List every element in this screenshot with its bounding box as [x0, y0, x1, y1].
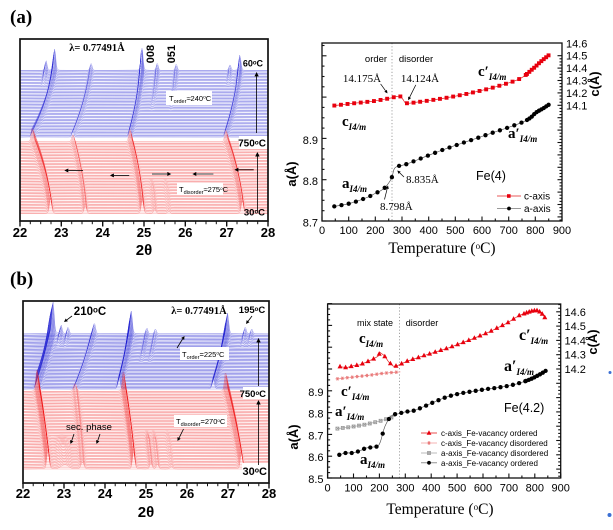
svg-text:30oC: 30oC [243, 466, 268, 478]
svg-text:200: 200 [370, 483, 388, 495]
svg-text:c-axis_Fe-vacancy ordered: c-axis_Fe-vacancy ordered [441, 429, 537, 438]
svg-text:23: 23 [54, 225, 68, 240]
svg-text:750oC: 750oC [240, 389, 267, 400]
svg-text:700: 700 [500, 483, 518, 495]
svg-text:14.6: 14.6 [565, 307, 586, 319]
svg-text:500: 500 [446, 225, 464, 237]
svg-text:8.8: 8.8 [308, 409, 323, 421]
svg-text:c-axis: c-axis [524, 192, 550, 203]
svg-text:14.3: 14.3 [566, 76, 587, 88]
svg-text:c(Å): c(Å) [585, 329, 600, 354]
svg-text:mix state: mix state [357, 318, 393, 328]
svg-text:λ= 0.77491Å: λ= 0.77491Å [171, 305, 227, 317]
svg-text:30oC: 30oC [244, 208, 265, 219]
svg-text:22: 22 [13, 225, 27, 240]
svg-text:order: order [365, 54, 387, 65]
svg-text:8.7: 8.7 [303, 218, 318, 230]
svg-text:Torder=225oC: Torder=225oC [182, 350, 225, 361]
svg-text:23: 23 [57, 486, 71, 501]
svg-text:8.9: 8.9 [308, 387, 323, 399]
svg-text:0: 0 [319, 225, 325, 237]
svg-text:8.835Å: 8.835Å [406, 174, 439, 186]
svg-text:100: 100 [344, 483, 362, 495]
svg-text:22: 22 [16, 486, 30, 501]
svg-text:8.7: 8.7 [308, 430, 323, 442]
svg-text:26: 26 [178, 225, 192, 240]
svg-text:008: 008 [145, 45, 157, 63]
svg-text:8.9: 8.9 [303, 135, 318, 147]
svg-text:14.1: 14.1 [566, 100, 587, 112]
svg-text:195oC: 195oC [239, 305, 266, 316]
svg-text:8.6: 8.6 [308, 452, 323, 464]
svg-text:a-axis: a-axis [524, 204, 551, 215]
svg-text:27: 27 [221, 486, 235, 501]
svg-text:26: 26 [180, 486, 194, 501]
svg-text:24: 24 [95, 225, 110, 240]
svg-text:28: 28 [261, 225, 275, 240]
svg-text:14.2: 14.2 [566, 88, 587, 100]
svg-text:8.8: 8.8 [303, 176, 318, 188]
svg-text:a-axis_Fe-vacancy disordered: a-axis_Fe-vacancy disordered [441, 449, 548, 458]
svg-text:27: 27 [219, 225, 233, 240]
svg-text:a(Å): a(Å) [286, 424, 301, 449]
svg-text:disorder: disorder [406, 318, 439, 328]
svg-text:25: 25 [137, 225, 151, 240]
svg-text:14.124Å: 14.124Å [401, 73, 439, 85]
svg-text:Temperature (oC): Temperature (oC) [388, 240, 495, 257]
svg-text:800: 800 [526, 483, 544, 495]
svg-text:sec. phase: sec. phase [66, 422, 112, 433]
svg-text:a(Å): a(Å) [284, 161, 299, 186]
svg-text:051: 051 [166, 45, 178, 63]
svg-text:(a): (a) [10, 7, 32, 28]
svg-text:300: 300 [393, 225, 411, 237]
svg-text:14.4: 14.4 [566, 63, 587, 75]
svg-text:14.6: 14.6 [566, 38, 587, 50]
svg-text:24: 24 [98, 486, 113, 501]
svg-text:28: 28 [262, 486, 276, 501]
svg-text:300: 300 [396, 483, 414, 495]
svg-text:Tdisorder=270oC: Tdisorder=270oC [176, 417, 226, 428]
svg-text:14.2: 14.2 [565, 364, 586, 376]
svg-text:400: 400 [422, 483, 440, 495]
svg-text:Fe(4.2): Fe(4.2) [504, 401, 544, 415]
svg-text:100: 100 [340, 225, 358, 237]
svg-text:8.5: 8.5 [308, 474, 323, 486]
svg-text:60oC: 60oC [243, 59, 264, 69]
svg-text:700: 700 [500, 225, 518, 237]
svg-text:200: 200 [366, 225, 384, 237]
svg-text:500: 500 [448, 483, 466, 495]
svg-text:2θ: 2θ [136, 242, 152, 259]
svg-text:14.175Å: 14.175Å [343, 73, 381, 85]
svg-text:400: 400 [420, 225, 438, 237]
svg-text:Torder≈240oC: Torder≈240oC [169, 94, 212, 105]
svg-text:(b): (b) [10, 269, 33, 290]
svg-text:14.5: 14.5 [566, 51, 587, 63]
svg-text:Tdisorder≈275oC: Tdisorder≈275oC [179, 185, 229, 196]
svg-text:14.5: 14.5 [565, 321, 586, 333]
svg-text:800: 800 [526, 225, 544, 237]
svg-text:λ= 0.77491Å: λ= 0.77491Å [69, 42, 125, 54]
svg-text:210oC: 210oC [74, 306, 106, 319]
svg-text:25: 25 [139, 486, 153, 501]
svg-text:600: 600 [474, 483, 492, 495]
svg-text:2θ: 2θ [138, 504, 154, 521]
svg-text:disorder: disorder [399, 54, 433, 65]
svg-text:c-axis_Fe-vacancy disordered: c-axis_Fe-vacancy disordered [441, 439, 548, 448]
svg-text:Fe(4): Fe(4) [476, 169, 506, 183]
svg-text:14.4: 14.4 [565, 335, 586, 347]
svg-text:900: 900 [553, 225, 571, 237]
svg-text:8.798Å: 8.798Å [380, 201, 413, 213]
svg-text:Temperature (oC): Temperature (oC) [386, 501, 493, 518]
svg-text:750oC: 750oC [238, 139, 266, 150]
svg-text:0: 0 [325, 483, 331, 495]
svg-text:900: 900 [552, 483, 570, 495]
svg-text:a-axis_Fe-vacancy ordered: a-axis_Fe-vacancy ordered [441, 459, 538, 468]
svg-text:600: 600 [473, 225, 491, 237]
svg-text:14.3: 14.3 [565, 350, 586, 362]
svg-text:c(Å): c(Å) [587, 71, 602, 96]
